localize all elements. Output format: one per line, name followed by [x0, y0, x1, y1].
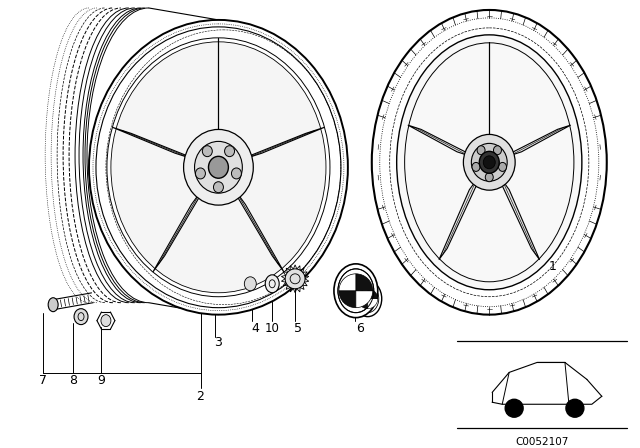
Text: 9: 9 [97, 374, 105, 387]
Ellipse shape [265, 275, 279, 293]
Ellipse shape [397, 35, 582, 290]
Wedge shape [368, 299, 378, 309]
Text: 10: 10 [265, 322, 280, 335]
Polygon shape [227, 179, 284, 272]
Text: 5: 5 [294, 322, 302, 335]
Ellipse shape [184, 129, 253, 205]
Wedge shape [358, 299, 368, 309]
Text: C0052107: C0052107 [515, 437, 569, 447]
Polygon shape [232, 127, 324, 163]
Polygon shape [153, 179, 211, 272]
Text: 7: 7 [39, 374, 47, 387]
Ellipse shape [499, 163, 506, 172]
Ellipse shape [214, 182, 223, 193]
Ellipse shape [354, 281, 381, 317]
Text: 8: 8 [69, 374, 77, 387]
Polygon shape [499, 125, 571, 159]
Ellipse shape [195, 168, 205, 179]
Ellipse shape [209, 156, 228, 178]
Ellipse shape [472, 163, 480, 172]
Text: 3: 3 [214, 336, 222, 349]
Wedge shape [358, 289, 368, 299]
Ellipse shape [195, 142, 243, 193]
Ellipse shape [463, 134, 515, 190]
Polygon shape [408, 125, 480, 159]
Ellipse shape [479, 151, 499, 173]
Ellipse shape [74, 309, 88, 325]
Circle shape [505, 399, 523, 417]
Polygon shape [495, 170, 540, 260]
Ellipse shape [493, 146, 502, 155]
Ellipse shape [48, 298, 58, 312]
Text: 1: 1 [549, 260, 557, 273]
Ellipse shape [334, 264, 378, 318]
Ellipse shape [477, 146, 485, 155]
Text: 6: 6 [356, 322, 364, 335]
Ellipse shape [111, 42, 326, 293]
Polygon shape [439, 170, 483, 260]
Wedge shape [339, 291, 356, 308]
Ellipse shape [285, 269, 305, 289]
Ellipse shape [372, 10, 607, 314]
Text: 4: 4 [252, 322, 259, 335]
Wedge shape [368, 289, 378, 299]
Ellipse shape [89, 20, 348, 314]
Circle shape [566, 399, 584, 417]
Ellipse shape [101, 314, 111, 327]
Wedge shape [356, 274, 372, 291]
Ellipse shape [225, 146, 234, 157]
Polygon shape [113, 127, 205, 163]
Ellipse shape [244, 277, 256, 291]
Wedge shape [339, 274, 356, 291]
Ellipse shape [483, 156, 495, 169]
Ellipse shape [202, 146, 212, 157]
Ellipse shape [485, 173, 493, 182]
Ellipse shape [471, 143, 507, 181]
Ellipse shape [232, 168, 241, 179]
Wedge shape [356, 291, 372, 308]
Text: 2: 2 [196, 390, 204, 403]
